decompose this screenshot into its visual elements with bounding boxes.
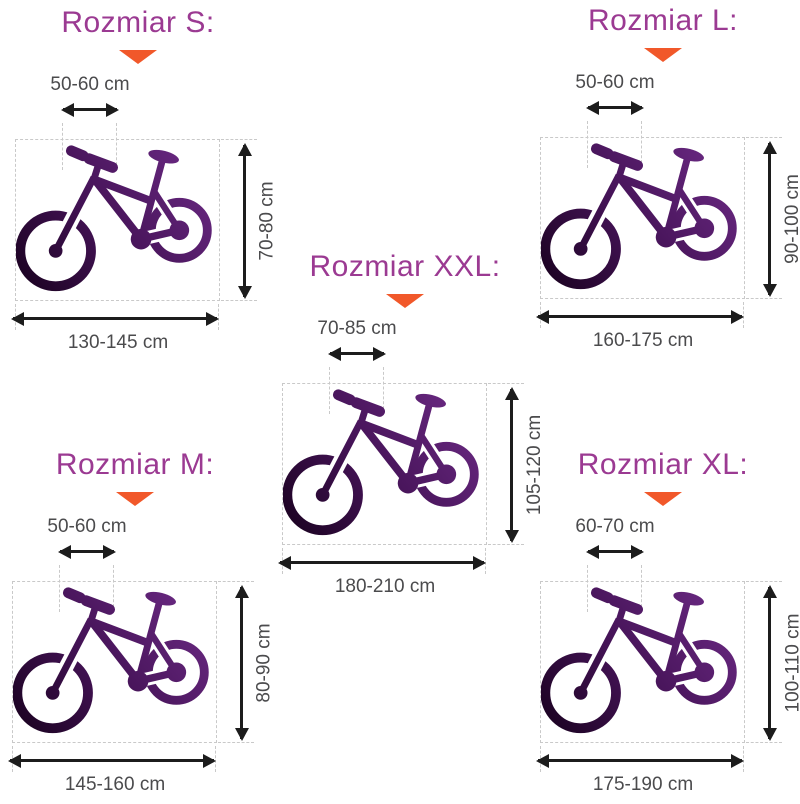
dashed-guide — [587, 565, 588, 612]
length-label: 160-175 cm — [592, 330, 694, 351]
height-arrow — [237, 143, 252, 299]
height-arrow — [762, 585, 777, 741]
length-label: 175-190 cm — [592, 774, 694, 795]
down-triangle-icon — [119, 50, 157, 64]
dashed-guide — [641, 121, 642, 168]
dashed-guide — [746, 742, 782, 743]
height-label-wrap: 100-110 cm — [778, 581, 800, 744]
dashed-guide — [221, 139, 257, 140]
handlebar-width-label: 50-60 cm — [50, 74, 130, 95]
size-title: Rozmiar S: — [61, 6, 215, 39]
down-triangle-icon — [644, 48, 682, 62]
dashed-guide — [641, 565, 642, 612]
handlebar-width-label: 50-60 cm — [575, 72, 655, 93]
dashed-guide — [116, 123, 117, 170]
handlebar-width-arrow — [328, 346, 386, 361]
length-arrow — [278, 555, 486, 570]
height-label: 100-110 cm — [782, 613, 800, 712]
size-title: Rozmiar XXL: — [309, 250, 501, 283]
handlebar-width-arrow — [58, 544, 116, 559]
dashed-guide — [488, 383, 524, 384]
bike-bounding-box — [15, 139, 220, 301]
dashed-guide — [218, 742, 254, 743]
height-label: 80-90 cm — [254, 622, 276, 703]
height-arrow — [762, 141, 777, 297]
dashed-guide — [488, 544, 524, 545]
dashed-guide — [221, 300, 257, 301]
height-arrow — [504, 387, 519, 543]
size-title: Rozmiar L: — [587, 4, 739, 37]
bike-bounding-box — [282, 383, 487, 545]
height-label-wrap: 80-90 cm — [250, 581, 280, 744]
dashed-guide — [59, 565, 60, 612]
length-label: 180-210 cm — [334, 576, 436, 597]
length-arrow — [536, 753, 744, 768]
dashed-guide — [113, 565, 114, 612]
down-triangle-icon — [116, 492, 154, 506]
bike-bounding-box — [12, 581, 217, 743]
bike-icon — [283, 384, 486, 544]
size-title: Rozmiar M: — [55, 448, 215, 481]
size-title: Rozmiar XL: — [577, 448, 749, 481]
bike-icon — [541, 138, 744, 298]
bike-bounding-box — [540, 581, 745, 743]
down-triangle-icon — [644, 492, 682, 506]
handlebar-width-arrow — [61, 102, 119, 117]
down-triangle-icon — [386, 294, 424, 308]
dashed-guide — [587, 121, 588, 168]
length-arrow — [11, 311, 219, 326]
dashed-guide — [329, 367, 330, 414]
dashed-guide — [746, 581, 782, 582]
height-label-wrap: 90-100 cm — [778, 137, 800, 300]
handlebar-width-arrow — [586, 544, 644, 559]
bike-bounding-box — [540, 137, 745, 299]
dashed-guide — [62, 123, 63, 170]
dashed-guide — [218, 581, 254, 582]
bike-icon — [13, 582, 216, 742]
bike-icon — [16, 140, 219, 300]
section-rozmiar-s: Rozmiar S: 50-60 cm 70-80 cm 130-145 cm — [3, 2, 278, 362]
dashed-guide — [746, 298, 782, 299]
section-rozmiar-xxl: Rozmiar XXL: 70-85 cm 105-120 cm 180-210… — [270, 246, 545, 606]
length-label: 130-145 cm — [67, 332, 169, 353]
handlebar-width-label: 70-85 cm — [317, 318, 397, 339]
handlebar-width-label: 50-60 cm — [47, 516, 127, 537]
length-arrow — [8, 753, 216, 768]
height-label: 90-100 cm — [782, 173, 800, 264]
handlebar-width-label: 60-70 cm — [575, 516, 655, 537]
section-rozmiar-xl: Rozmiar XL: 60-70 cm 100-110 cm 175-190 … — [528, 444, 800, 804]
height-arrow — [234, 585, 249, 741]
section-rozmiar-m: Rozmiar M: 50-60 cm 80-90 cm 145-160 cm — [0, 444, 275, 804]
length-label: 145-160 cm — [64, 774, 166, 795]
section-rozmiar-l: Rozmiar L: 50-60 cm 90-100 cm 160-175 cm — [528, 0, 800, 360]
dashed-guide — [383, 367, 384, 414]
handlebar-width-arrow — [586, 100, 644, 115]
dashed-guide — [746, 137, 782, 138]
bike-icon — [541, 582, 744, 742]
length-arrow — [536, 309, 744, 324]
